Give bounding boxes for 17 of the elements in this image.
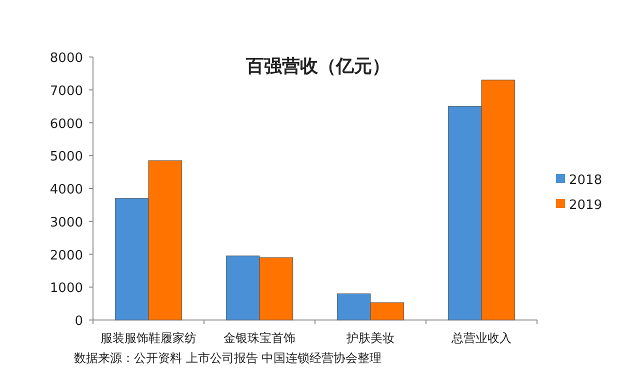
x-tick-label: 服装服饰鞋履家纺 [100,331,196,345]
y-tick-label: 6000 [50,116,83,132]
source-note: 数据来源：公开资料 上市公司报告 中国连锁经营协会整理 [74,351,382,365]
y-tick-label: 4000 [50,182,83,198]
y-tick-label: 7000 [50,84,83,99]
legend-label: 2019 [569,198,602,213]
legend-label: 2018 [569,173,602,188]
y-tick-label: 8000 [50,51,83,66]
y-tick-label: 2000 [50,248,83,264]
y-tick-label: 0 [74,314,83,329]
x-tick-label: 金银珠宝首饰 [224,331,296,345]
x-tick-label: 总营业收入 [450,331,512,345]
y-tick-label: 1000 [50,281,83,296]
chart-title: 百强营收（亿元） [245,56,390,77]
y-tick-label: 5000 [50,150,83,165]
y-tick-label: 3000 [50,215,83,230]
x-tick-label: 护肤美妆 [346,331,394,345]
